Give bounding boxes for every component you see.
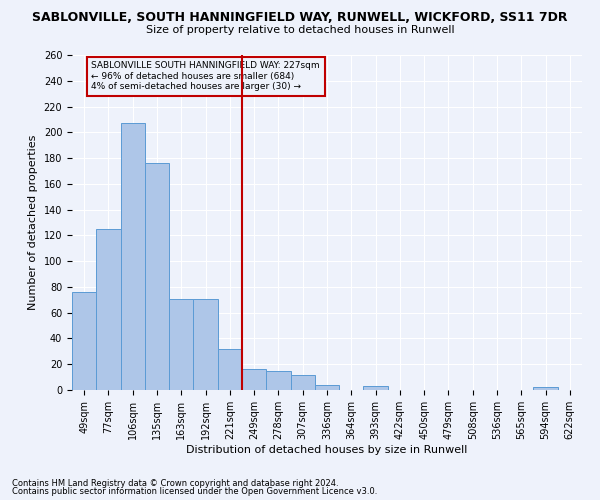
Bar — [533, 388, 558, 390]
Y-axis label: Number of detached properties: Number of detached properties — [28, 135, 38, 310]
Bar — [145, 163, 169, 390]
Text: SABLONVILLE SOUTH HANNINGFIELD WAY: 227sqm
← 96% of detached houses are smaller : SABLONVILLE SOUTH HANNINGFIELD WAY: 227s… — [91, 62, 320, 91]
Text: Contains HM Land Registry data © Crown copyright and database right 2024.: Contains HM Land Registry data © Crown c… — [12, 478, 338, 488]
X-axis label: Distribution of detached houses by size in Runwell: Distribution of detached houses by size … — [187, 444, 467, 454]
Bar — [169, 298, 193, 390]
Bar — [364, 386, 388, 390]
Text: SABLONVILLE, SOUTH HANNINGFIELD WAY, RUNWELL, WICKFORD, SS11 7DR: SABLONVILLE, SOUTH HANNINGFIELD WAY, RUN… — [32, 11, 568, 24]
Bar — [266, 370, 290, 390]
Bar — [218, 349, 242, 390]
Bar — [121, 124, 145, 390]
Bar — [193, 298, 218, 390]
Bar — [242, 370, 266, 390]
Bar — [290, 374, 315, 390]
Bar — [315, 385, 339, 390]
Bar — [72, 292, 96, 390]
Text: Contains public sector information licensed under the Open Government Licence v3: Contains public sector information licen… — [12, 487, 377, 496]
Bar — [96, 229, 121, 390]
Text: Size of property relative to detached houses in Runwell: Size of property relative to detached ho… — [146, 25, 454, 35]
